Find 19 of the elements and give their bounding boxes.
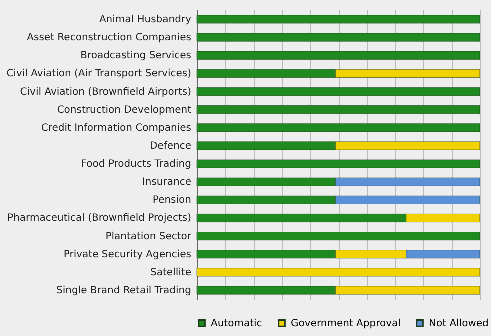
y-tick-label: Asset Reconstruction Companies xyxy=(27,32,192,44)
y-tick-label: Civil Aviation (Air Transport Services) xyxy=(6,68,192,80)
y-tick-label: Civil Aviation (Brownfield Airports) xyxy=(20,86,192,98)
y-tick-label: Single Brand Retail Trading xyxy=(56,286,192,297)
y-tick-label: Satellite xyxy=(150,267,192,278)
y-tick-label: Credit Information Companies xyxy=(41,122,192,134)
y-tick-label: Broadcasting Services xyxy=(80,50,192,62)
y-tick-label: Food Products Trading xyxy=(81,159,192,170)
y-tick-label: Plantation Sector xyxy=(106,231,192,242)
y-tick-label: Construction Development xyxy=(57,104,192,116)
y-tick-label: Insurance xyxy=(142,177,192,188)
y-tick-label: Pension xyxy=(152,195,192,206)
y-tick-label: Private Security Agencies xyxy=(64,249,192,260)
y-tick-label: Pharmaceutical (Brownfield Projects) xyxy=(8,213,192,224)
legend-label: Not Allowed xyxy=(429,318,489,330)
y-tick-label: Defence xyxy=(150,140,192,152)
legend-label: Government Approval xyxy=(291,318,401,330)
y-tick-label: Animal Husbandry xyxy=(99,14,192,26)
legend-label: Automatic xyxy=(211,318,262,330)
